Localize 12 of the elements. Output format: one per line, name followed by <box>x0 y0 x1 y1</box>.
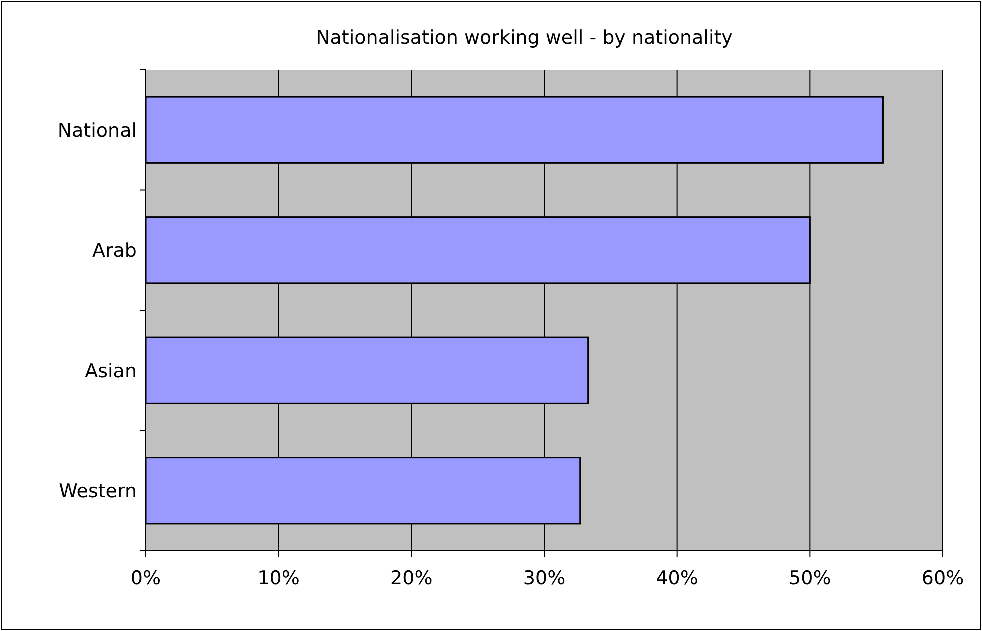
x-tick-label: 10% <box>258 567 300 590</box>
x-tick-label: 0% <box>130 567 162 590</box>
x-tick-label: 20% <box>390 567 433 590</box>
x-tick-label: 30% <box>523 567 566 590</box>
x-tick-label: 50% <box>789 567 832 590</box>
y-tick-label: Arab <box>92 240 137 262</box>
y-tick-label: National <box>58 120 137 142</box>
y-tick-label: Western <box>59 480 137 503</box>
y-tick-label: Asian <box>85 360 137 382</box>
chart-title: Nationalisation working well - by nationality <box>316 27 733 49</box>
x-tick-label: 60% <box>922 567 964 590</box>
x-tick-label: 40% <box>656 567 698 590</box>
